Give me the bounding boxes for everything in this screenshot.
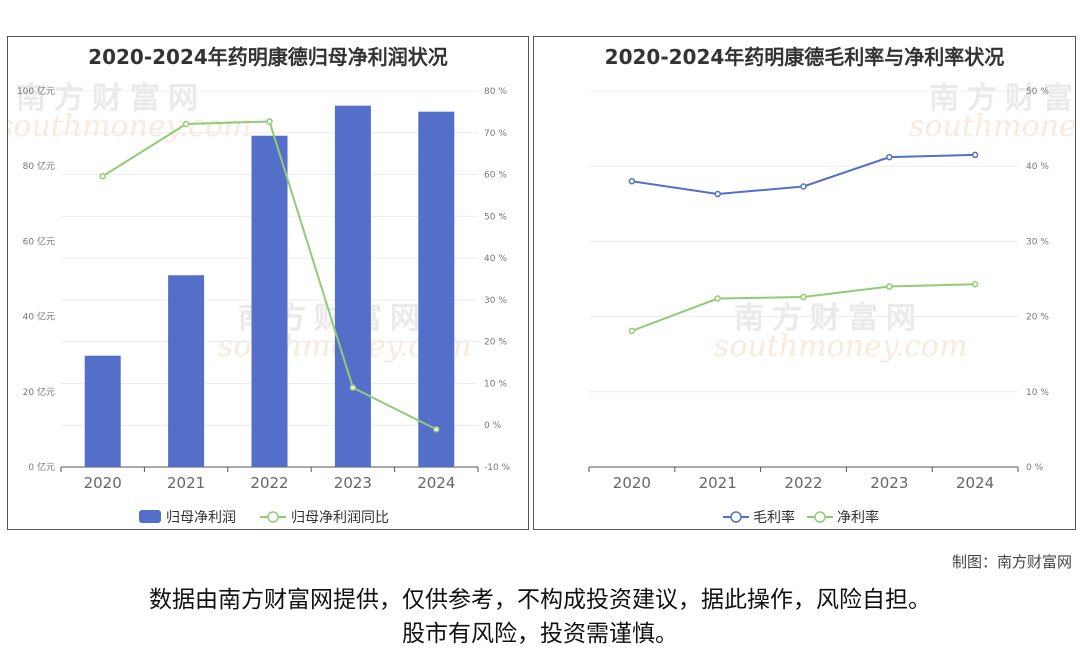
line-net-margin [631, 283, 976, 332]
right-axis-tick-label: 10 % [1026, 388, 1049, 398]
point-net-margin [628, 327, 636, 335]
x-axis-label: 2022 [784, 474, 822, 492]
right-axis-tick-label: 10 % [484, 379, 507, 389]
legend-label: 净利率 [837, 509, 879, 526]
legend-swatch-bar [139, 510, 161, 523]
x-axis-label: 2020 [84, 474, 122, 492]
point-net-profit-yoy [433, 426, 440, 433]
point-net-margin [800, 293, 807, 301]
point-net-margin [714, 295, 721, 302]
legend-swatch-marker [730, 511, 742, 523]
right-axis-tick-label: 50 % [484, 212, 507, 222]
right-axis-tick-label: 70 % [484, 129, 507, 139]
left-chart-title: 2020-2024年药明康德归母净利润状况 [88, 45, 448, 69]
legend-label: 归母净利润 [166, 509, 236, 526]
left-chart-panel: 南方财富网 southmoney.com 南方财富网 southmoney.co… [7, 36, 529, 530]
right-axis-tick-label: 80 % [484, 87, 507, 97]
point-net-margin [886, 283, 893, 290]
right-axis-tick-label: 20 % [484, 338, 507, 348]
disclaimer-line-1: 数据由南方财富网提供，仅供参考，不构成投资建议，据此操作，风险自担。 [149, 587, 931, 613]
point-gross-margin [628, 177, 636, 185]
left-axis-tick-label: 60 亿元 [23, 235, 55, 247]
bar-net-profit [418, 111, 455, 468]
bar-net-profit [334, 105, 371, 467]
right-axis-tick-label: -10 % [484, 463, 511, 473]
right-axis-tick-label: 20 % [1026, 313, 1049, 323]
left-axis-tick-label: 80 亿元 [23, 160, 55, 172]
point-gross-margin [714, 190, 721, 198]
point-net-profit-yoy [266, 118, 273, 125]
legend-swatch-marker [267, 511, 279, 523]
disclaimer-line-2: 股市有风险，投资需谨慎。 [402, 621, 678, 647]
right-axis-tick-label: 60 % [484, 171, 507, 181]
x-axis-label: 2021 [167, 474, 205, 492]
x-axis-label: 2023 [334, 474, 372, 492]
right-axis-tick-label: 0 % [1026, 463, 1044, 473]
x-axis-label: 2024 [417, 474, 455, 492]
legend-swatch-marker [814, 511, 826, 523]
right-axis-tick-label: 30 % [484, 296, 507, 306]
point-net-profit-yoy [99, 172, 106, 180]
bar-net-profit [251, 135, 288, 467]
x-axis-label: 2024 [956, 474, 994, 492]
x-axis-label: 2020 [613, 474, 651, 492]
point-net-margin [971, 281, 979, 288]
legend-label: 毛利率 [753, 509, 795, 526]
left-axis-tick-label: 20 亿元 [23, 386, 55, 398]
left-chart-svg: -10 % 0 % 10 % 20 % 30 % 40 % 50 % 60 % 70 % 80 %… [17, 85, 511, 526]
chart-credit: 制图：南方财富网 [951, 553, 1072, 571]
right-chart-panel: 南方财富网 southmoney.com 南方财富网 southmoney.co… [533, 36, 1076, 530]
point-net-profit-yoy [182, 120, 190, 128]
right-chart-title: 2020-2024年药明康德毛利率与净利率状况 [604, 45, 1005, 69]
x-axis-label: 2022 [250, 474, 288, 492]
point-gross-margin [800, 183, 807, 190]
right-chart-svg: 0 % 10 % 20 % 30 % 40 % 50 % 2020 2021 2022 2023 2… [588, 87, 1049, 526]
x-axis-label: 2021 [699, 474, 737, 492]
left-axis-tick-label: 100 亿元 [17, 85, 55, 97]
point-gross-margin [971, 151, 979, 159]
right-axis-tick-label: 50 % [1026, 87, 1049, 97]
right-axis-tick-label: 40 % [484, 254, 507, 264]
legend-label: 归母净利润同比 [291, 509, 389, 526]
bar-net-profit [168, 275, 205, 467]
x-axis-label: 2023 [870, 474, 908, 492]
right-axis-tick-label: 40 % [1026, 162, 1049, 172]
point-net-profit-yoy [349, 384, 357, 391]
right-axis-tick-label: 0 % [484, 421, 502, 431]
point-gross-margin [886, 153, 893, 161]
right-axis-tick-label: 30 % [1026, 237, 1049, 247]
bar-net-profit [84, 355, 121, 467]
left-axis-tick-label: 0 亿元 [28, 461, 55, 473]
left-axis-tick-label: 40 亿元 [23, 311, 55, 323]
